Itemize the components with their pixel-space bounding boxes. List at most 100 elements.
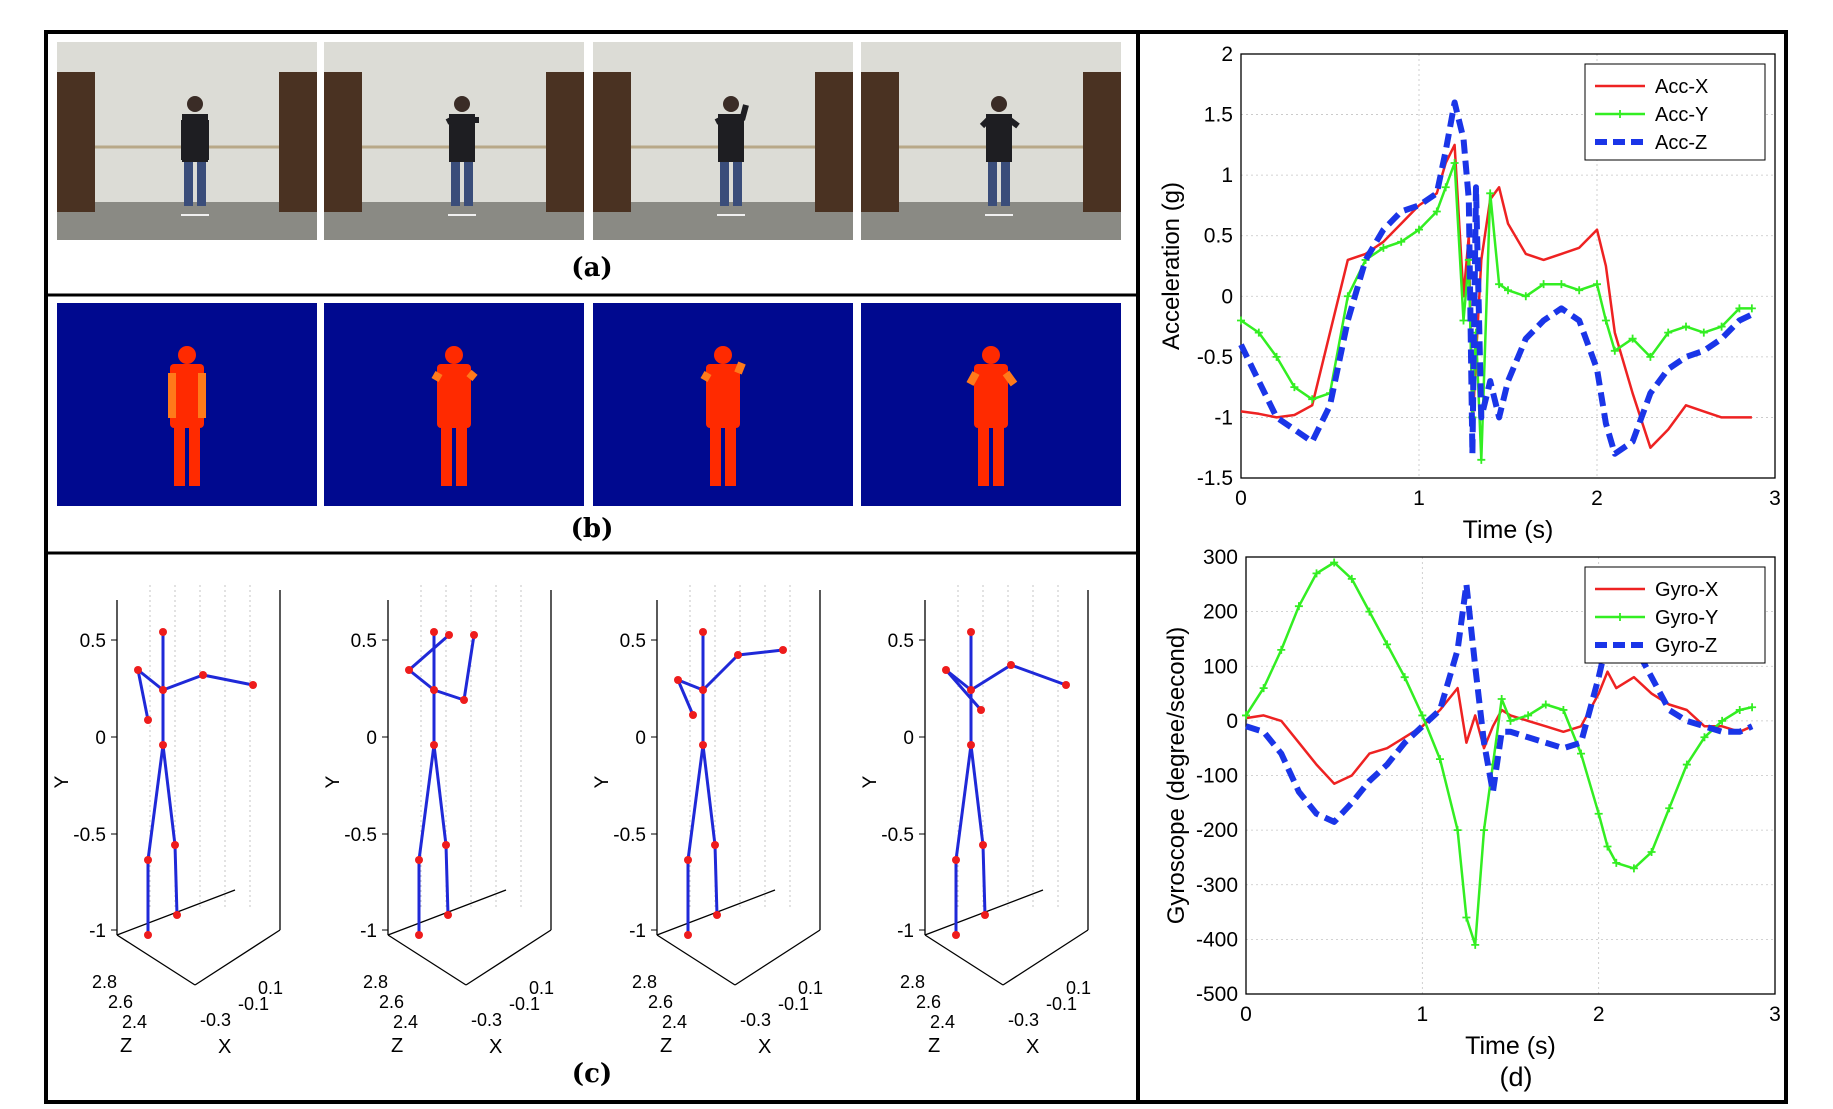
data-point-marker [1441, 183, 1450, 192]
person-leg [1001, 162, 1010, 206]
series-line [1244, 561, 1753, 947]
data-point-marker [1397, 237, 1406, 246]
data-point-marker [1453, 826, 1462, 835]
skeleton-joint [942, 666, 950, 674]
x-tick-label: 0.1 [258, 978, 283, 998]
y-tick-label: -1.5 [1197, 467, 1233, 490]
data-point-marker [1497, 695, 1506, 704]
skeleton-bone [417, 744, 436, 861]
data-point-marker [1647, 847, 1656, 856]
data-point-marker [1612, 858, 1621, 867]
y-axis-label: Y [860, 775, 881, 788]
skeleton-plot: 0.5 0 -0.5 -1 Y 2.82.62.4 Z -0.3 -0.10.1 X [860, 585, 1091, 1058]
depth-leg [189, 426, 200, 486]
skeleton-joint [415, 856, 423, 864]
y-axis-label: Gyroscope (degree/second) [1163, 627, 1190, 925]
data-point-marker [1272, 352, 1281, 361]
z-axis-label: Z [391, 1035, 403, 1057]
skeleton-joint [159, 741, 167, 749]
y-axis-label: Y [52, 775, 73, 788]
z-tick-label: 2.8 [900, 972, 925, 992]
legend-label: Acc-Y [1655, 104, 1708, 126]
data-point-marker [1504, 286, 1512, 295]
data-point-marker [1294, 602, 1303, 611]
person-head [991, 96, 1007, 112]
y-tick-label: 0.5 [80, 631, 106, 652]
y-axis-label: Acceleration (g) [1158, 182, 1185, 350]
data-point-marker [1699, 328, 1708, 337]
skeleton-plot: 0.5 0 -0.5 -1 Y 2.82.62.4 Z -0.3 -0.10.1 X [592, 585, 823, 1058]
skeleton-joint [952, 856, 960, 864]
axis-line [194, 929, 281, 986]
x-tick-label: -0.1 [778, 994, 809, 1014]
skeleton-bone [136, 669, 150, 721]
y-tick-label: -0.5 [344, 825, 377, 846]
room-floor [593, 202, 853, 240]
axis-line [116, 934, 196, 986]
y-tick-label: 0.5 [1204, 225, 1233, 248]
depth-head [982, 346, 1000, 364]
skeleton-bone [677, 678, 704, 692]
y-tick-label: 2 [1221, 43, 1233, 66]
z-tick-label: 2.8 [363, 972, 388, 992]
depth-head [445, 346, 463, 364]
panel-label-c: (c) [572, 1059, 612, 1089]
skeleton-bone [981, 844, 987, 916]
data-point-marker [1237, 316, 1245, 325]
skeleton-joint [430, 741, 438, 749]
y-tick-label: 0 [95, 728, 106, 749]
data-point-marker [1601, 316, 1610, 325]
x-axis-label: Time (s) [1463, 516, 1554, 544]
skeleton-joint [144, 931, 152, 939]
x-tick-label: -0.3 [471, 1010, 502, 1030]
x-axis-label: X [1026, 1036, 1039, 1058]
accelerometer-chart: 0 1 2 3 2 1.5 1 0.5 0 -0.5 -1 -1.5 Time (s) Accelerat… [1158, 43, 1781, 544]
y-tick-label: 0 [1221, 285, 1233, 308]
data-point-marker [1471, 940, 1480, 949]
depth-leg [710, 426, 721, 486]
person-arm [739, 104, 749, 121]
y-tick-label: -1 [360, 921, 377, 942]
data-point-marker [1646, 352, 1655, 361]
skeleton-joint [711, 841, 719, 849]
rgb-frame [57, 42, 317, 240]
person-head [723, 96, 739, 112]
person-head [454, 96, 470, 112]
skeleton-bone [202, 673, 254, 687]
bookshelf-right [1083, 72, 1121, 212]
y-tick-label: 0.5 [620, 631, 646, 652]
y-tick-label: -100 [1196, 765, 1238, 788]
data-point-marker [1575, 286, 1584, 295]
data-point-marker [1308, 395, 1317, 404]
data-point-marker [1462, 913, 1471, 922]
skeleton-bone [737, 648, 784, 657]
data-point-marker [1629, 864, 1638, 873]
room-floor [861, 202, 1121, 240]
data-point-marker [1682, 322, 1690, 331]
data-point-marker [1254, 328, 1263, 337]
y-tick-label: 300 [1203, 546, 1238, 569]
skeleton-joint [159, 628, 167, 636]
depth-frame [324, 303, 584, 506]
bookshelf-left [324, 72, 362, 212]
skeleton-bone [944, 669, 983, 711]
y-tick-label: -1 [629, 921, 646, 942]
data-point-marker [1524, 711, 1533, 720]
z-axis-label: Z [120, 1035, 132, 1057]
z-axis-label: Z [928, 1035, 940, 1057]
y-tick-label: 0 [1226, 710, 1238, 733]
skeleton-joint [430, 628, 438, 636]
panel-label-d: (d) [1500, 1062, 1533, 1092]
axis-line [924, 934, 1004, 986]
data-point-marker [1477, 455, 1486, 464]
y-axis-label: Y [592, 775, 613, 788]
x-tick-label: 3 [1769, 487, 1781, 510]
depth-head [178, 346, 196, 364]
skeleton-joint [1007, 661, 1015, 669]
legend-label: Gyro-Z [1655, 635, 1717, 657]
series-line [1238, 99, 1754, 457]
depth-torso [437, 364, 471, 428]
x-tick-label: 3 [1769, 1003, 1781, 1026]
data-point-marker [1480, 826, 1489, 835]
skeleton-joint [967, 686, 975, 694]
